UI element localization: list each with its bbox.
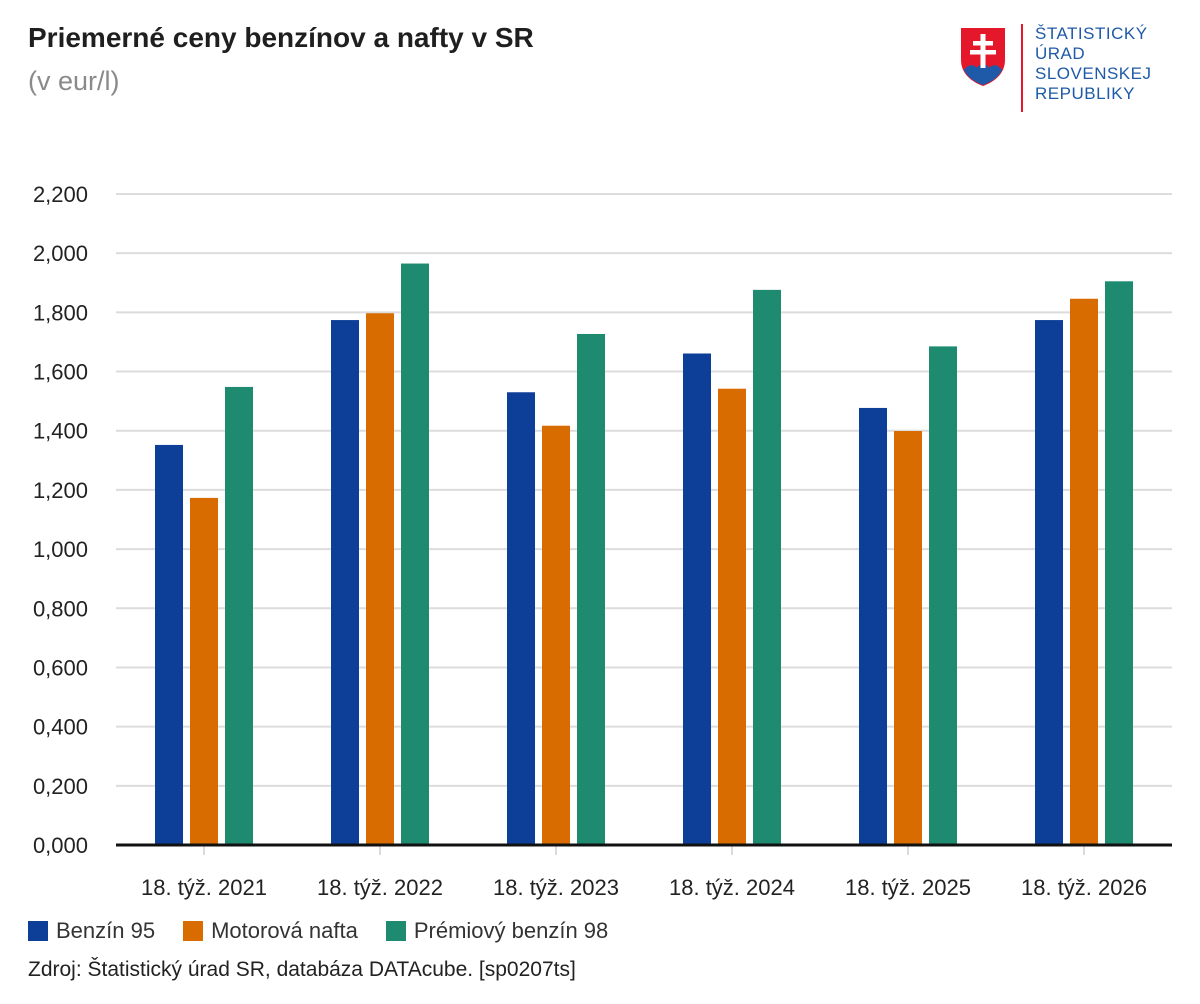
bar: [718, 388, 746, 845]
y-tick-label: 0,000: [33, 833, 88, 858]
x-tick-label: 18. týž. 2022: [317, 875, 443, 900]
x-tick-label: 18. týž. 2026: [1021, 875, 1147, 900]
y-tick-label: 2,000: [33, 241, 88, 266]
bar-chart: 0,000 0,200 0,400 0,600 0,800 1,000 1,200 1,400…: [33, 182, 1172, 900]
x-tick-label: 18. týž. 2025: [845, 875, 971, 900]
bar: [507, 392, 535, 845]
legend-item-nafta: Motorová nafta: [183, 918, 358, 944]
y-tick-label: 1,200: [33, 478, 88, 503]
chart-subtitle: (v eur/l): [28, 66, 120, 96]
legend-swatch: [28, 921, 48, 941]
bar: [542, 425, 570, 845]
bar: [190, 497, 218, 845]
bar: [366, 313, 394, 846]
bar: [331, 320, 359, 846]
x-tick-label: 18. týž. 2021: [141, 875, 267, 900]
y-tick-label: 0,400: [33, 715, 88, 740]
legend-label: Benzín 95: [56, 918, 156, 943]
bar: [225, 386, 253, 845]
y-tick-label: 1,400: [33, 419, 88, 444]
logo-text: ŠTATISTICKÝ ÚRAD SLOVENSKEJ REPUBLIKY: [1035, 24, 1152, 104]
logo-line: SLOVENSKEJ: [1035, 64, 1152, 83]
y-tick-label: 1,000: [33, 537, 88, 562]
statistical-office-logo: ŠTATISTICKÝ ÚRAD SLOVENSKEJ REPUBLIKY: [958, 24, 1173, 116]
logo-line: ŠTATISTICKÝ: [1035, 24, 1148, 43]
y-tick-label: 1,800: [33, 300, 88, 325]
bar: [401, 263, 429, 845]
chart-legend: Benzín 95 Motorová nafta Prémiový benzín…: [28, 916, 636, 946]
legend-swatch: [385, 921, 406, 941]
logo-line: ÚRAD: [1035, 44, 1086, 63]
bar: [753, 289, 781, 846]
y-tick-label: 1,600: [33, 360, 88, 385]
bar: [859, 407, 887, 845]
x-tick-label: 18. týž. 2023: [493, 875, 619, 900]
y-tick-label: 0,200: [33, 774, 88, 799]
y-tick-label: 0,800: [33, 596, 88, 621]
legend-label: Motorová nafta: [211, 918, 358, 943]
bar: [1105, 281, 1133, 845]
slovak-coat-of-arms-icon: [961, 28, 1005, 86]
bar: [1035, 320, 1063, 846]
legend-item-benzin95: Benzín 95: [28, 918, 155, 944]
source-note: Zdroj: Štatistický úrad SR, databáza DAT…: [28, 958, 576, 981]
logo-line: REPUBLIKY: [1035, 84, 1135, 103]
legend-item-premium98: Prémiový benzín 98: [385, 918, 609, 944]
logo-divider: [1021, 24, 1023, 112]
y-tick-label: 2,200: [33, 182, 88, 207]
bar: [577, 333, 605, 845]
bar: [1070, 298, 1098, 845]
bar: [929, 346, 957, 845]
bar: [894, 431, 922, 845]
bar: [155, 444, 183, 845]
x-tick-label: 18. týž. 2024: [669, 875, 795, 900]
bar: [683, 353, 711, 845]
legend-swatch: [183, 921, 204, 941]
y-tick-label: 0,600: [33, 655, 88, 680]
chart-title: Priemerné ceny benzínov a nafty v SR: [28, 22, 534, 53]
legend-label: Prémiový benzín 98: [413, 918, 609, 943]
